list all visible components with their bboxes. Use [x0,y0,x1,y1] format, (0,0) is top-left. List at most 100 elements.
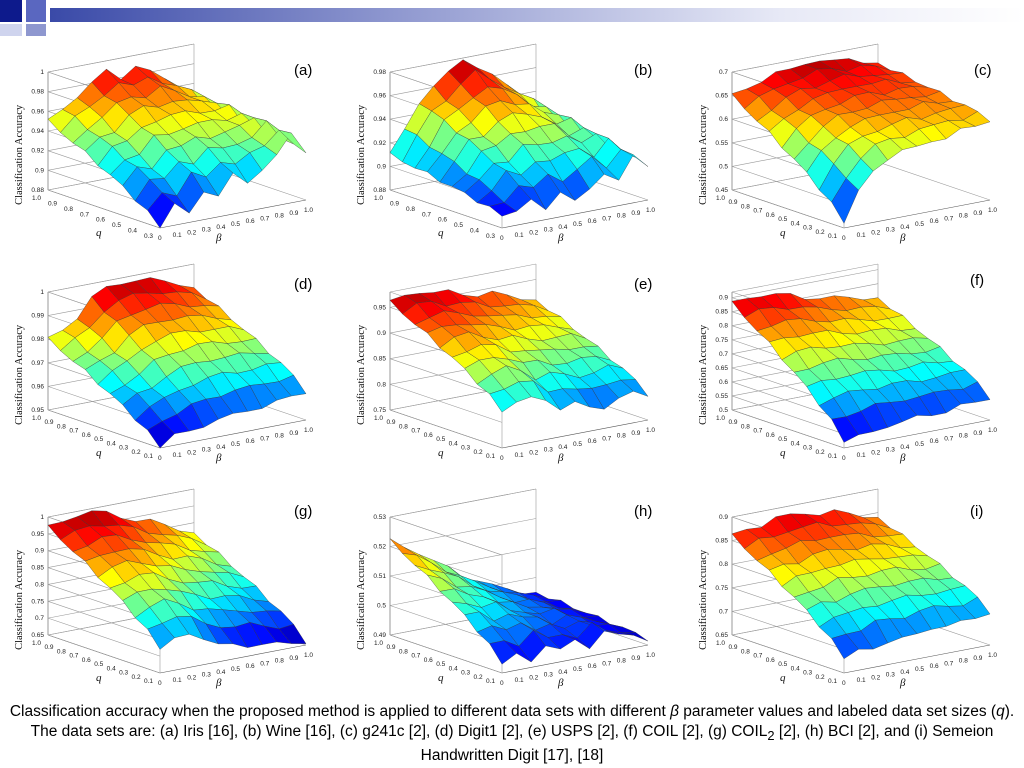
surface-chart-e: 0 0.1 0.2 0.3 0.4 0.5 0.6 0.7 0.8 0.9 1.01.00.90.8… [356,263,655,464]
q-tick-label: 0.9 [44,419,53,426]
z-tick-label: 0.5 [377,603,386,610]
q-axis-label: q [438,447,444,459]
beta-tick-label: 0.5 [915,221,924,228]
left-wall-gridline [731,634,845,674]
beta-tick-label: 0.7 [260,435,269,442]
q-tick-label: 0.3 [144,233,153,240]
beta-tick-label: 0.3 [544,672,553,679]
q-axis-label: q [780,672,786,684]
z-tick-label: 0.6 [719,379,728,386]
q-tick-label: 0.9 [48,200,57,207]
surface-chart-f: 0 0.1 0.2 0.3 0.4 0.5 0.6 0.7 0.8 0.9 1.01.00.90.8… [698,263,997,464]
q-tick-label: 1.0 [32,640,41,647]
q-tick-label: 0.6 [766,212,775,219]
surface-patches [731,509,991,660]
z-tick-label: 0.5 [719,163,728,170]
z-tick-label: 0.75 [31,598,44,605]
beta-tick-label: 0 [842,455,846,462]
beta-tick-label: 0.6 [930,663,939,670]
beta-axis-label: β [215,452,222,464]
back-top-edge [389,263,537,293]
tick-labels: 0 0.1 0.2 0.3 0.4 0.5 0.6 0.7 0.8 0.9 1.01.00.90.8… [715,69,997,242]
back-wall-gridline [731,269,879,298]
q-tick-label: 1.0 [716,640,725,647]
surface-patches [389,289,649,413]
beta-tick-label: 1.0 [304,207,313,214]
surface-patch [962,111,991,127]
caption-subscript: 2 [767,728,775,744]
beta-tick-label: 0.9 [631,430,640,437]
caption-part4: [2], (h) BCI [2], and (i) Semeion Handwr… [420,723,994,765]
beta-tick-label: 0.4 [900,444,909,451]
surface-chart-i: 0 0.1 0.2 0.3 0.4 0.5 0.6 0.7 0.8 0.9 1.01.00.90.8… [698,488,997,689]
surface-patches [389,59,649,217]
q-tick-label: 0.6 [424,657,433,664]
z-tick-label: 0.51 [373,573,386,580]
left-wall-gridline [389,358,503,397]
chart-panel-g: 0 0.1 0.2 0.3 0.4 0.5 0.6 0.7 0.8 0.9 1.0 1.0 0.9 0.8… [10,488,330,695]
left-wall-gridline [731,189,845,229]
panel-label-f: (f) [970,272,985,289]
q-tick-label: 0.4 [791,665,800,672]
q-tick-label: 0.6 [438,217,447,224]
beta-tick-label: 0.9 [973,655,982,662]
z-tick-label: 0.88 [373,187,386,194]
z-tick-label: 0.65 [715,632,728,639]
beta-tick-label: 1.0 [646,652,655,659]
surface-patch [278,624,307,644]
beta-tick-label: 0 [158,235,162,242]
tick-labels: 0 0.1 0.2 0.3 0.4 0.5 0.6 0.7 0.8 0.9 1.01.00.90.8… [31,514,313,687]
beta-tick-label: 0.7 [260,660,269,667]
z-tick-label: 0.7 [719,69,728,76]
beta-tick-label: 0.3 [202,447,211,454]
z-tick-label: 0.85 [31,565,44,572]
beta-tick-label: 0.4 [216,224,225,231]
back-wall-gridline [47,488,195,518]
header-square-light [0,24,22,36]
beta-tick-label: 0.7 [944,660,953,667]
left-wall-gridline [389,189,503,229]
surface-chart-b: 0 0.1 0.2 0.3 0.4 0.5 0.6 0.7 0.8 0.9 1.0 1.0 0.9 0.8… [356,43,655,244]
q-tick-label: 0.8 [741,648,750,655]
surface-patches [389,538,649,665]
q-tick-label: 0.4 [470,228,479,235]
beta-tick-label: 0.9 [631,210,640,217]
surface-chart-g: 0 0.1 0.2 0.3 0.4 0.5 0.6 0.7 0.8 0.9 1.01.00.90.8… [14,488,313,689]
tick-labels: 0 0.1 0.2 0.3 0.4 0.5 0.6 0.7 0.8 0.9 1.01.00.90.8… [715,514,997,687]
q-tick-label: 0.6 [424,432,433,439]
z-tick-label: 0.75 [715,337,728,344]
q-tick-label: 0.5 [454,222,463,229]
q-tick-label: 0.6 [766,432,775,439]
beta-tick-label: 0.2 [529,449,538,456]
left-wall-gridline [47,617,161,657]
q-tick-label: 0.6 [82,657,91,664]
z-tick-label: 0.9 [35,548,44,555]
floor-edge-front [159,419,307,449]
beta-tick-label: 0 [500,680,504,687]
z-tick-label: 0.7 [719,351,728,358]
q-tick-label: 0.8 [741,203,750,210]
q-tick-label: 0.1 [144,678,153,685]
left-wall-gridline [731,166,845,205]
surface-patches [47,277,307,449]
z-tick-label: 0.45 [715,187,728,194]
floor-edge-right [877,161,991,201]
floor-edge-front [159,644,307,674]
beta-tick-label: 0.2 [529,229,538,236]
q-tick-label: 1.0 [32,195,41,202]
z-axis-label: Classification Accuracy [14,104,25,205]
beta-tick-label: 0.7 [944,435,953,442]
back-wall-gridline [389,43,537,73]
z-tick-label: 0.95 [31,531,44,538]
q-axis-label: q [96,227,102,239]
q-tick-label: 0.2 [132,674,141,681]
z-tick-label: 0.7 [719,608,728,615]
left-wall-gridline [47,409,161,449]
beta-tick-label: 0.3 [886,227,895,234]
q-tick-label: 0.4 [791,440,800,447]
z-tick-label: 0.5 [719,407,728,414]
q-tick-label: 0.5 [778,436,787,443]
z-tick-label: 0.8 [377,381,386,388]
beta-tick-label: 0.1 [515,452,524,459]
z-tick-label: 0.92 [373,140,386,147]
